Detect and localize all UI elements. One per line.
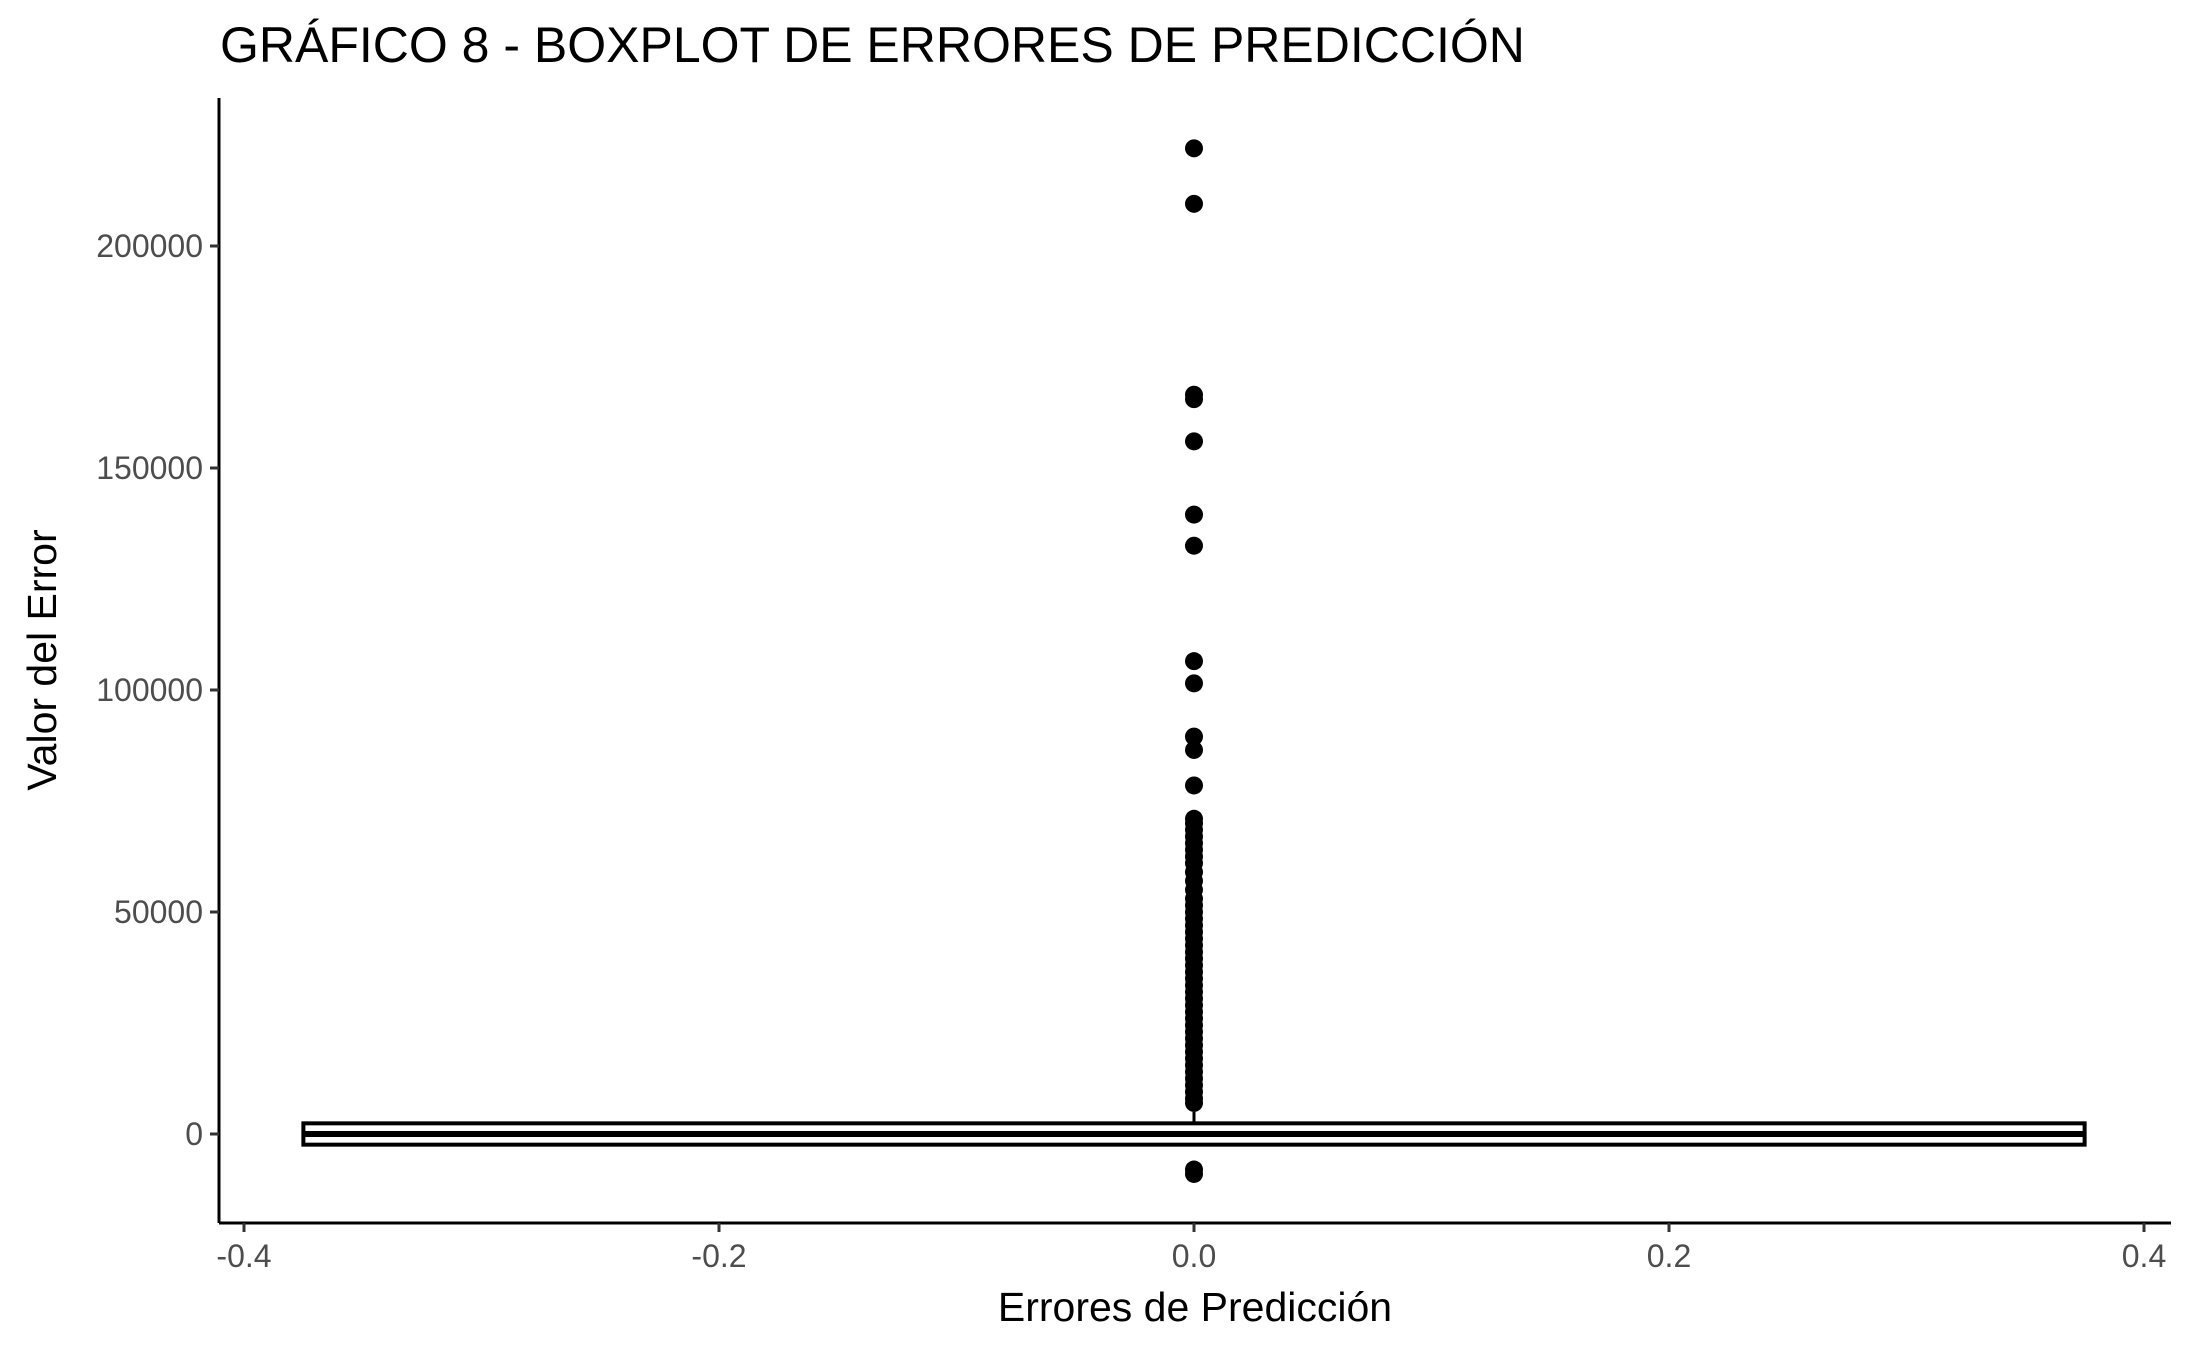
outlier-point (1185, 1093, 1203, 1112)
y-tick-label: 50000 (114, 894, 203, 930)
x-axis-ticks: -0.4 -0.2 0.0 0.2 0.4 (216, 1223, 2166, 1274)
y-axis-label: Valor del Error (19, 529, 65, 790)
y-tick-label: 200000 (96, 228, 203, 264)
outlier-point (1185, 505, 1203, 524)
x-tick-label: -0.4 (216, 1238, 271, 1274)
x-tick-label: 0.4 (2122, 1238, 2166, 1274)
outlier-point (1185, 652, 1203, 671)
chart-title: GRÁFICO 8 - BOXPLOT DE ERRORES DE PREDIC… (220, 17, 1525, 73)
x-tick-label: -0.2 (691, 1238, 746, 1274)
outlier-point (1185, 194, 1203, 213)
x-tick-label: 0.0 (1172, 1238, 1216, 1274)
outlier-point (1185, 674, 1203, 693)
outlier-point (1185, 1164, 1203, 1183)
y-axis-ticks: 0 50000 100000 150000 200000 (96, 228, 219, 1152)
plot-area (301, 139, 2087, 1183)
outlier-point (1185, 139, 1203, 158)
outlier-point (1185, 432, 1203, 451)
x-tick-label: 0.2 (1647, 1238, 1691, 1274)
outlier-point (1185, 740, 1203, 759)
y-tick-label: 0 (185, 1116, 203, 1152)
y-tick-label: 150000 (96, 450, 203, 486)
outlier-point (1185, 776, 1203, 795)
x-axis-label: Errores de Predicción (998, 1284, 1392, 1330)
outlier-point (1185, 536, 1203, 555)
outlier-point (1185, 727, 1203, 746)
y-tick-label: 100000 (96, 672, 203, 708)
outlier-point (1185, 390, 1203, 409)
